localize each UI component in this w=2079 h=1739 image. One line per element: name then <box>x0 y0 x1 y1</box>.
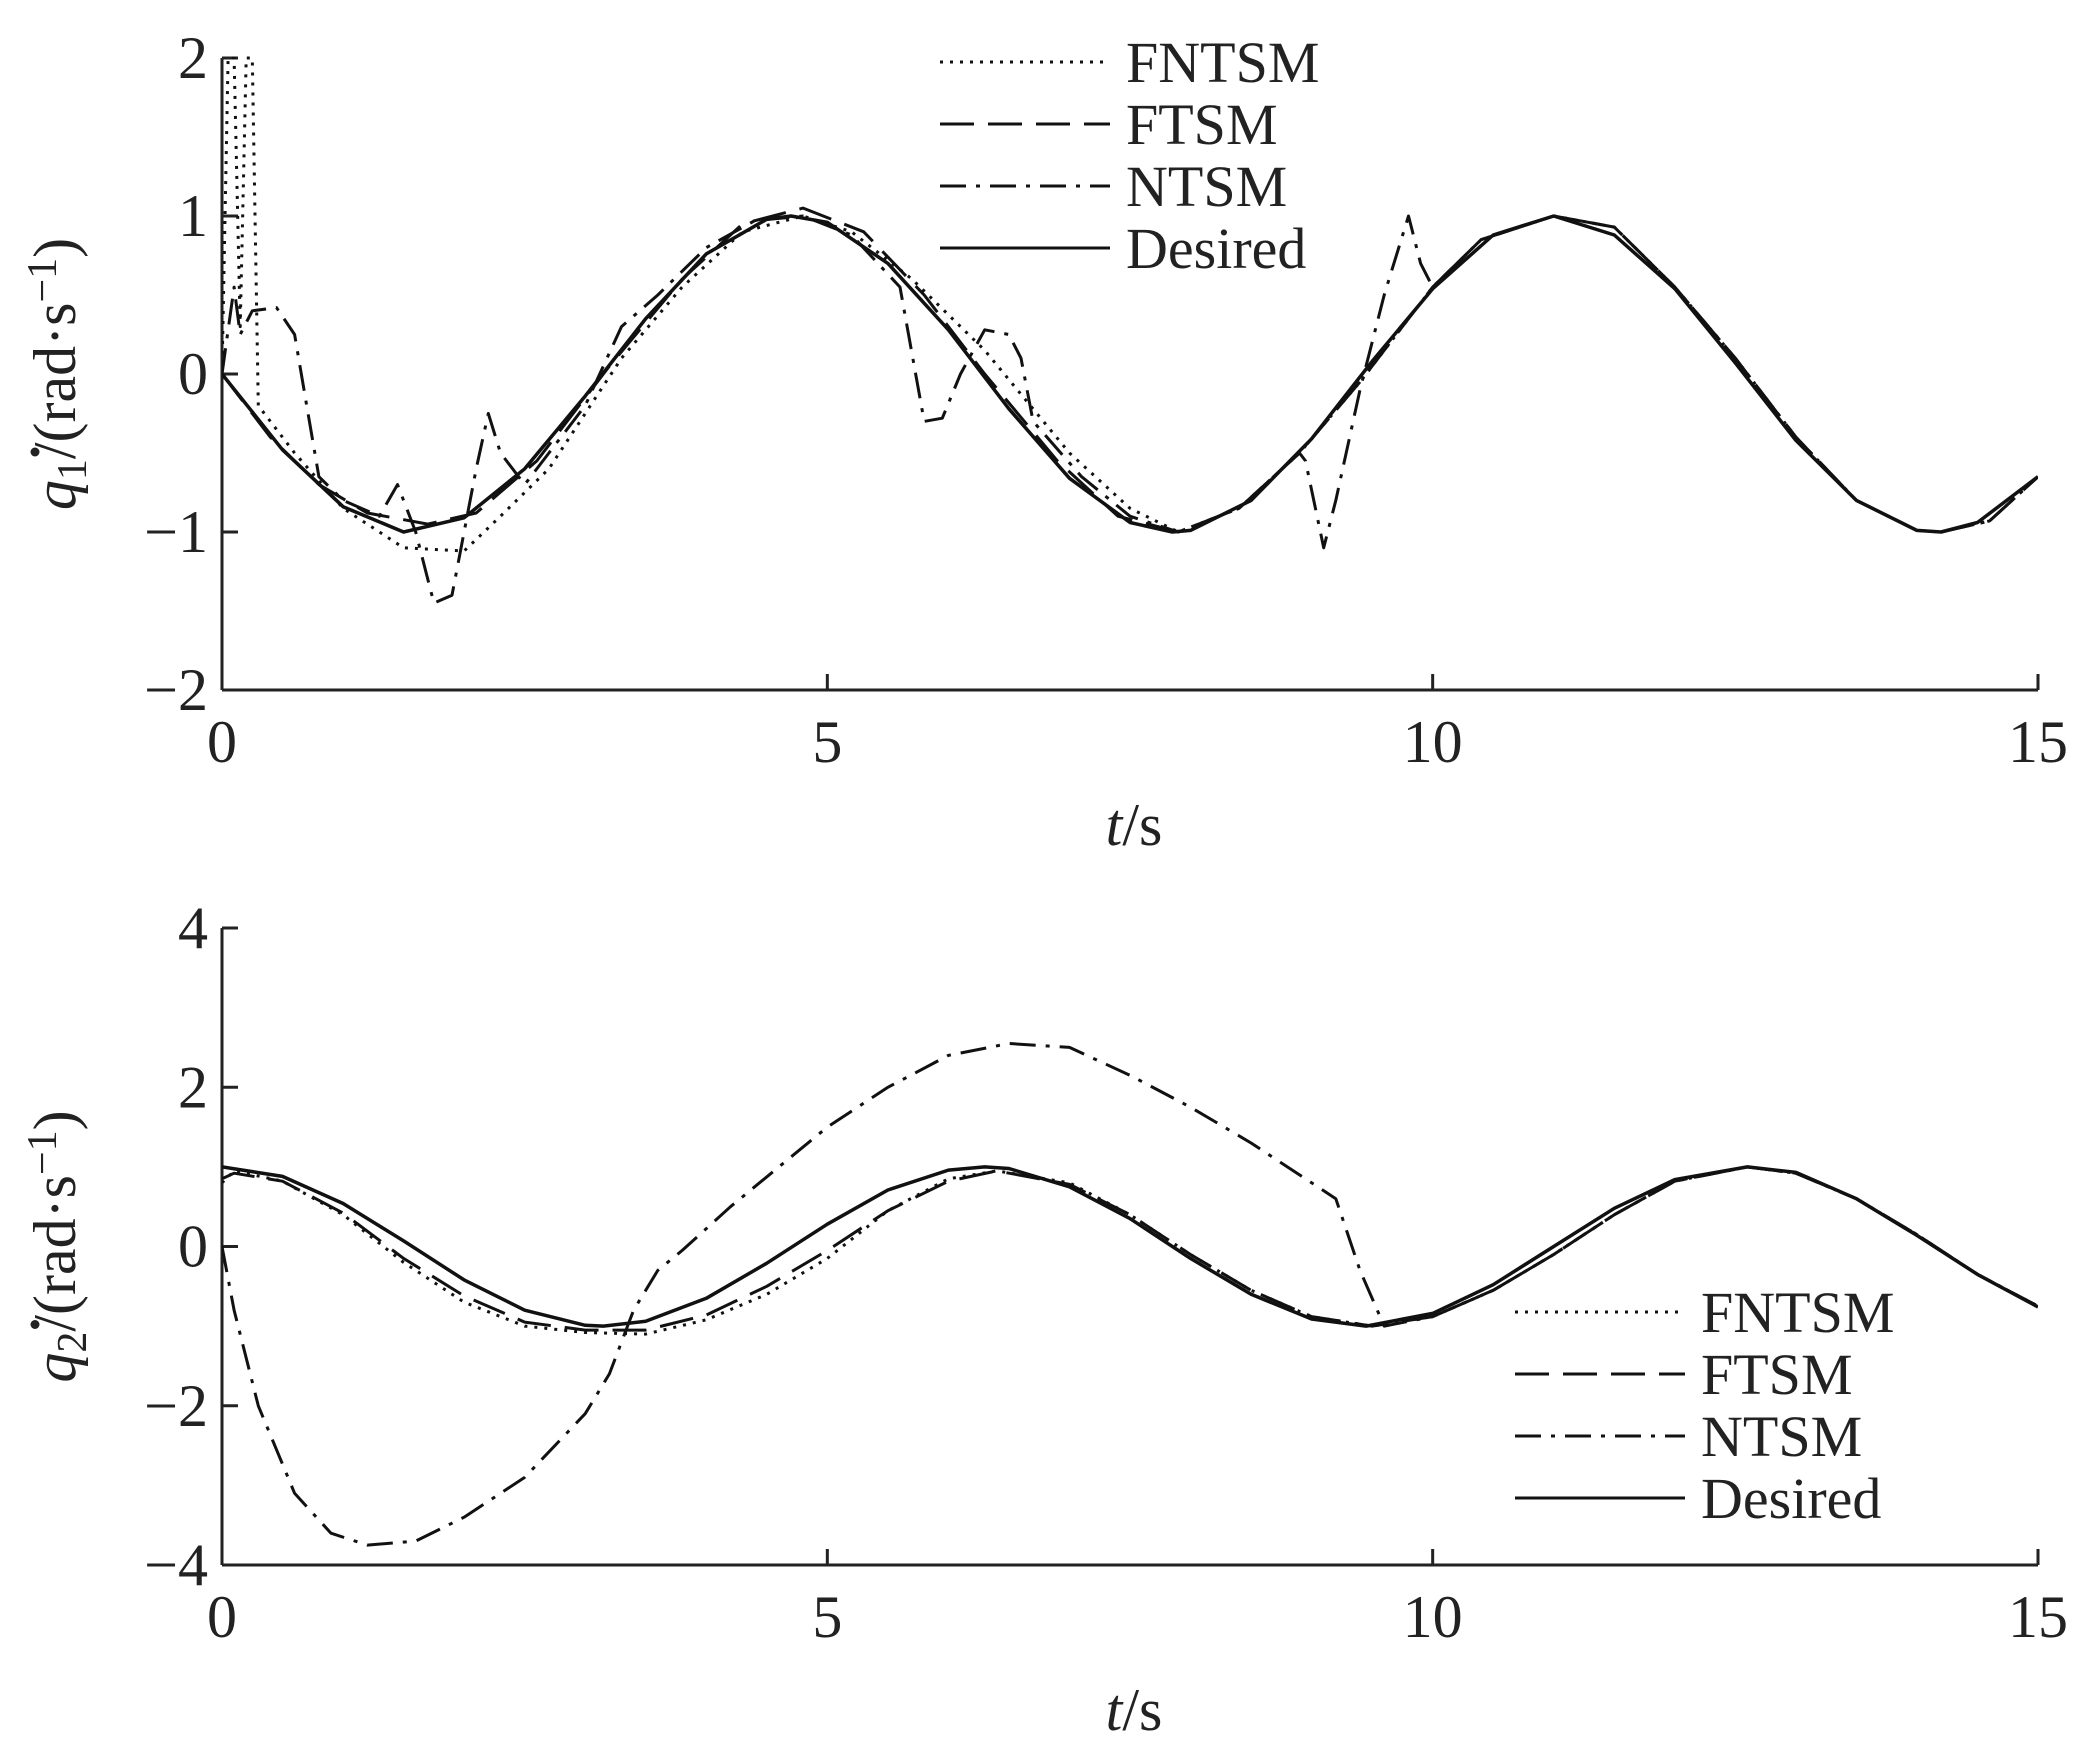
y-tick-label: −1 <box>144 499 208 565</box>
y-tick-label: 4 <box>178 895 208 961</box>
chart-panel-bottom: 0 5 10 15 −4 −2 0 2 4 t/s q2/(rad·s−1) FNTSMFTSMNTS… <box>20 895 2068 1739</box>
legend-label: NTSM <box>1701 1404 1862 1469</box>
y-tick-label: 0 <box>178 341 208 407</box>
x-tick-label: 10 <box>1403 709 1463 775</box>
legend-label: FNTSM <box>1701 1280 1894 1345</box>
y-tick-label: −2 <box>144 657 208 723</box>
x-tick-label: 10 <box>1403 1584 1463 1650</box>
series-line-ftsm <box>222 206 2038 534</box>
y-tick-label: 2 <box>178 1054 208 1120</box>
legend-label: NTSM <box>1126 154 1287 219</box>
x-tick-label: 5 <box>812 709 842 775</box>
legend-label: Desired <box>1126 216 1306 281</box>
y-axis-label: q2/(rad·s−1) <box>20 1110 95 1382</box>
series-line-ftsm <box>222 1165 2038 1332</box>
series-line-desired <box>222 214 2038 534</box>
x-axis-label: t/s <box>1106 1677 1163 1739</box>
x-tick-label: 0 <box>207 709 237 775</box>
legend-label: FTSM <box>1126 92 1278 157</box>
series-line-desired <box>222 1165 2038 1328</box>
derivative-dot <box>30 447 40 457</box>
y-tick-label: 0 <box>178 1214 208 1280</box>
y-tick-label: −4 <box>144 1532 208 1598</box>
chart-panel-top: 0 5 10 15 −2 −1 0 1 2 t/s q1/(rad·s−1) FNTSMFTSMNTS… <box>20 25 2068 858</box>
x-axis-label: t/s <box>1106 792 1163 858</box>
derivative-dot <box>30 1320 40 1329</box>
legend-label: FNTSM <box>1126 30 1319 95</box>
legend-label: FTSM <box>1701 1342 1853 1407</box>
y-tick-label: 2 <box>178 25 208 91</box>
x-tick-label: 15 <box>2008 709 2068 775</box>
x-tick-label: 5 <box>812 1584 842 1650</box>
x-tick-label: 0 <box>207 1584 237 1650</box>
x-tick-label: 15 <box>2008 1584 2068 1650</box>
series-line-ntsm <box>222 1042 2038 1547</box>
y-tick-label: −2 <box>144 1373 208 1439</box>
y-tick-label: 1 <box>178 183 208 249</box>
legend-label: Desired <box>1701 1466 1881 1531</box>
y-axis-label: q1/(rad·s−1) <box>20 238 95 510</box>
